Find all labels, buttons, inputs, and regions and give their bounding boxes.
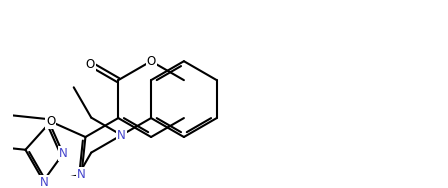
Text: O: O (146, 55, 156, 68)
Text: N: N (59, 147, 68, 160)
Text: N: N (117, 129, 126, 142)
Text: N: N (77, 168, 86, 181)
Text: O: O (46, 115, 56, 128)
Text: O: O (86, 58, 95, 70)
Text: N: N (40, 176, 49, 188)
